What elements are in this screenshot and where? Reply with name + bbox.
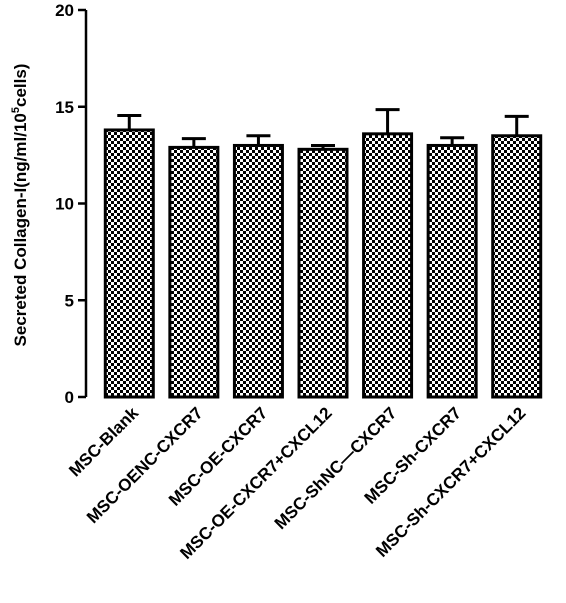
y-axis-title-suffix: cells) — [11, 64, 30, 107]
y-axis-title-superscript: 5 — [10, 107, 22, 113]
y-tick-label: 5 — [65, 291, 74, 310]
bar — [103, 128, 155, 399]
bar — [426, 143, 478, 399]
y-tick-label: 10 — [55, 195, 74, 214]
x-category-label: MSC-ShNC—CXCR7 — [271, 403, 401, 533]
bar — [232, 143, 284, 399]
bar — [168, 145, 220, 399]
y-axis: 0 5 10 15 20 — [55, 1, 88, 407]
x-category-label: MSC-OENC-CXCR7 — [83, 403, 207, 527]
y-axis-title: Secreted Collagen-I(ng/ml/105cells) — [10, 64, 30, 347]
y-tick-label: 15 — [55, 98, 74, 117]
bar — [297, 147, 349, 399]
bar — [491, 134, 543, 399]
y-tick-label: 20 — [55, 1, 74, 20]
y-axis-title-main: Secreted Collagen-I(ng/ml/10 — [11, 113, 30, 346]
y-tick-label: 0 — [65, 388, 74, 407]
x-axis-labels: MSC-BlankMSC-OENC-CXCR7MSC-OE-CXCR7MSC-O… — [65, 403, 529, 563]
bar — [362, 132, 414, 399]
bars-group — [103, 108, 543, 399]
